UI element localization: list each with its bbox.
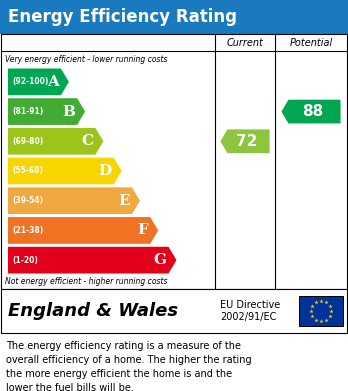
- Text: 72: 72: [236, 134, 258, 149]
- Text: Potential: Potential: [290, 38, 333, 47]
- Text: (92-100): (92-100): [12, 77, 48, 86]
- Text: B: B: [62, 104, 75, 118]
- Text: Energy Efficiency Rating: Energy Efficiency Rating: [8, 8, 237, 26]
- Text: F: F: [137, 223, 148, 237]
- Text: (39-54): (39-54): [12, 196, 43, 205]
- Polygon shape: [220, 129, 270, 153]
- Bar: [299, 296, 343, 326]
- Polygon shape: [282, 100, 341, 124]
- Polygon shape: [8, 98, 85, 125]
- Polygon shape: [8, 217, 158, 244]
- Bar: [1, 34, 347, 289]
- Text: The energy efficiency rating is a measure of the
overall efficiency of a home. T: The energy efficiency rating is a measur…: [6, 341, 252, 391]
- Text: A: A: [47, 75, 59, 89]
- Polygon shape: [8, 187, 140, 214]
- Text: England & Wales: England & Wales: [8, 302, 178, 320]
- Text: E: E: [118, 194, 130, 208]
- Text: (1-20): (1-20): [12, 256, 38, 265]
- Polygon shape: [8, 68, 69, 95]
- Text: D: D: [98, 164, 112, 178]
- Text: G: G: [153, 253, 166, 267]
- Text: Current: Current: [227, 38, 263, 47]
- Text: Very energy efficient - lower running costs: Very energy efficient - lower running co…: [5, 56, 167, 65]
- Text: EU Directive
2002/91/EC: EU Directive 2002/91/EC: [220, 300, 280, 322]
- Text: 88: 88: [302, 104, 324, 119]
- Polygon shape: [8, 247, 176, 273]
- Text: Not energy efficient - higher running costs: Not energy efficient - higher running co…: [5, 278, 167, 287]
- Bar: [0, 0, 348, 34]
- Text: (55-68): (55-68): [12, 167, 43, 176]
- Bar: [1, 289, 347, 333]
- Text: (21-38): (21-38): [12, 226, 43, 235]
- Text: C: C: [81, 134, 93, 148]
- Polygon shape: [8, 128, 103, 155]
- Text: (81-91): (81-91): [12, 107, 43, 116]
- Text: (69-80): (69-80): [12, 137, 43, 146]
- Polygon shape: [8, 158, 122, 185]
